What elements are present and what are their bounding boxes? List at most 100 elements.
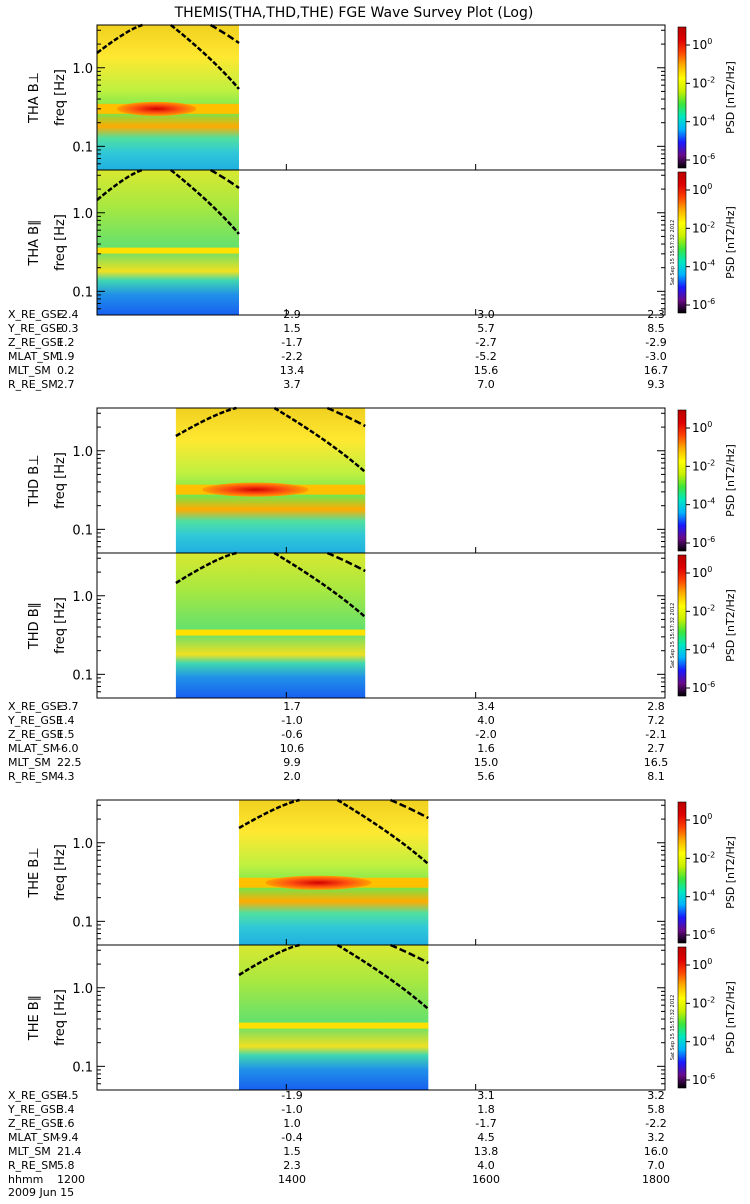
y-tick-label: 1.0 bbox=[72, 982, 93, 997]
ephemeris-value: 4.3 bbox=[57, 770, 75, 783]
ephemeris-value: 2.7 bbox=[57, 378, 75, 391]
panel-label: THE B⊥ bbox=[27, 847, 42, 898]
y-tick-label: 1.0 bbox=[72, 590, 93, 605]
y-tick-label: 0.1 bbox=[72, 285, 93, 300]
gyro-curve-right bbox=[336, 943, 430, 1010]
gyro-curve-upper bbox=[389, 798, 429, 820]
ephemeris-value: -4.5 bbox=[57, 1089, 78, 1102]
spectrogram-image bbox=[97, 170, 239, 315]
colorbar-tick-label: 10-6 bbox=[692, 680, 715, 695]
ephemeris-name: Z_RE_GSE bbox=[8, 1117, 64, 1130]
ephemeris-value: -2.2 bbox=[645, 1117, 666, 1130]
ephemeris-value: 1.8 bbox=[477, 1103, 495, 1116]
colorbar-label: PSD [nT2/Hz] bbox=[724, 206, 737, 279]
ephemeris-name: X_RE_GSE bbox=[8, 308, 64, 321]
y-tick-label: 0.1 bbox=[72, 915, 93, 930]
y-tick-label: 1.0 bbox=[72, 207, 93, 222]
ephemeris-value: 3.2 bbox=[647, 1131, 665, 1144]
ephemeris-value: -1.9 bbox=[281, 1089, 302, 1102]
date-label: 2009 Jun 15 bbox=[8, 1186, 74, 1199]
x-axis-unit: hhmm bbox=[8, 1173, 43, 1186]
colorbar-scale bbox=[677, 26, 687, 169]
colorbar-scale bbox=[677, 554, 687, 697]
ephemeris-value: 3.1 bbox=[477, 1089, 495, 1102]
panel-label: THD B∥ bbox=[27, 602, 42, 650]
ephemeris-value: -2.4 bbox=[57, 308, 78, 321]
ephemeris-name: Z_RE_GSE bbox=[8, 728, 64, 741]
colorbar-tick-label: 100 bbox=[692, 957, 712, 972]
colorbar: 10-6 10-4 10-2 100 PSD [nT2/Hz] bbox=[677, 946, 737, 1089]
y-tick-label: 0.1 bbox=[72, 140, 93, 155]
ephemeris-value: 13.8 bbox=[474, 1145, 499, 1158]
ephemeris-value: 1.2 bbox=[57, 336, 75, 349]
gyro-curve-left bbox=[96, 23, 143, 54]
ephemeris-name: MLAT_SM bbox=[8, 350, 59, 363]
colorbar-tick-label: 10-4 bbox=[692, 642, 715, 657]
chart-title: THEMIS(THA,THD,THE) FGE Wave Survey Plot… bbox=[174, 5, 534, 21]
colorbar-tick-label: 10-2 bbox=[692, 850, 715, 865]
ephemeris-name: X_RE_GSE bbox=[8, 1089, 64, 1102]
ephemeris-name: Y_RE_GSE bbox=[7, 714, 63, 727]
ephemeris-value: 2.9 bbox=[283, 308, 301, 321]
ephemeris-value: 1.0 bbox=[283, 1117, 301, 1130]
ephemeris-table-tha: X_RE_GSE-2.4 2.9 3.0 2.3 Y_RE_GSE-0.3 1.5 5.7 8… bbox=[7, 308, 668, 391]
gyro-curve-left bbox=[238, 943, 300, 977]
panel-label: THE B∥ bbox=[27, 995, 42, 1041]
ephemeris-name: Z_RE_GSE bbox=[8, 336, 64, 349]
colorbar-scale bbox=[677, 801, 687, 944]
ephemeris-value: 9.9 bbox=[283, 756, 301, 769]
ephemeris-value: 16.7 bbox=[644, 364, 669, 377]
ephemeris-value: 1.5 bbox=[57, 728, 75, 741]
colorbar-tick-label: 10-4 bbox=[692, 1034, 715, 1049]
colorbar-tick-label: 100 bbox=[692, 420, 712, 435]
y-tick-label: 0.1 bbox=[72, 668, 93, 683]
spectrogram-panel-tha-perp: 0.1 1.0 THA B⊥ freq [Hz] 10-6 10-4 10-2 100 PSD … bbox=[27, 23, 737, 171]
ephemeris-name: MLAT_SM bbox=[8, 742, 59, 755]
spectrogram-image bbox=[239, 800, 429, 945]
colorbar-tick-label: 100 bbox=[692, 182, 712, 197]
ephemeris-value: 2.7 bbox=[647, 742, 665, 755]
ephemeris-value: 13.4 bbox=[280, 364, 305, 377]
ephemeris-value: 16.5 bbox=[644, 756, 669, 769]
timestamp-stamp: Sat Sep 15 15:57:32 2012 bbox=[670, 995, 676, 1061]
colorbar: 10-6 10-4 10-2 100 PSD [nT2/Hz] bbox=[677, 409, 737, 552]
colorbar: 10-6 10-4 10-2 100 PSD [nT2/Hz] bbox=[677, 26, 737, 169]
y-axis-label: freq [Hz] bbox=[53, 989, 68, 1046]
ephemeris-name: R_RE_SM bbox=[8, 770, 58, 783]
colorbar-scale bbox=[677, 946, 687, 1089]
ephemeris-value: 1.5 bbox=[283, 322, 301, 335]
y-tick-label: 1.0 bbox=[72, 837, 93, 852]
ephemeris-name: MLT_SM bbox=[8, 756, 51, 769]
y-axis-label: freq [Hz] bbox=[53, 452, 68, 509]
ephemeris-value: 7.0 bbox=[477, 378, 495, 391]
gyro-curve-left bbox=[96, 168, 143, 201]
colorbar-tick-label: 100 bbox=[692, 37, 712, 52]
y-tick-label: 0.1 bbox=[72, 523, 93, 538]
colorbar-tick-label: 10-6 bbox=[692, 297, 715, 312]
x-tick-label: 1200 bbox=[57, 1173, 85, 1186]
x-tick-label: 1800 bbox=[642, 1173, 670, 1186]
ephemeris-value: -3.7 bbox=[57, 700, 78, 713]
ephemeris-value: 2.3 bbox=[647, 308, 665, 321]
colorbar-tick-label: 10-6 bbox=[692, 535, 715, 550]
ephemeris-value: 16.0 bbox=[644, 1145, 669, 1158]
x-axis: hhmm 1200 1400 1600 1800 2009 Jun 15 bbox=[8, 1173, 670, 1199]
ephemeris-value: 2.3 bbox=[283, 1159, 301, 1172]
ephemeris-name: MLT_SM bbox=[8, 1145, 51, 1158]
ephemeris-value: 2.8 bbox=[647, 700, 665, 713]
spectrogram-image bbox=[239, 945, 429, 1090]
ephemeris-value: 2.0 bbox=[283, 770, 301, 783]
ephemeris-value: 9.3 bbox=[647, 378, 665, 391]
ephemeris-value: -2.7 bbox=[475, 336, 496, 349]
colorbar-tick-label: 10-2 bbox=[692, 603, 715, 618]
ephemeris-value: -1.7 bbox=[475, 1117, 496, 1130]
gyro-curve-upper bbox=[326, 551, 366, 573]
emission-band bbox=[175, 629, 366, 636]
y-tick-label: 1.0 bbox=[72, 445, 93, 460]
colorbar-tick-label: 10-4 bbox=[692, 259, 715, 274]
ephemeris-value: 8.5 bbox=[647, 322, 665, 335]
emission-peak bbox=[265, 875, 372, 890]
gyro-curve-right bbox=[336, 798, 430, 865]
ephemeris-value: 3.4 bbox=[57, 1103, 75, 1116]
